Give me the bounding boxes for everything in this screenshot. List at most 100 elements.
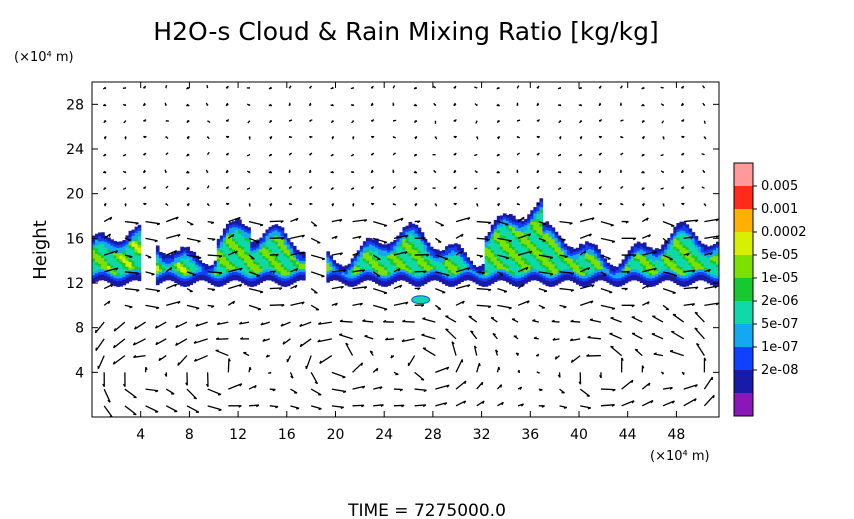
cloud-cell	[429, 249, 434, 253]
cloud-cell	[381, 258, 385, 262]
wind-vector-head	[321, 275, 325, 278]
cloud-cell	[262, 238, 267, 243]
cloud-cell	[286, 280, 291, 284]
cloud-cell	[414, 224, 419, 229]
cloud-cell	[244, 259, 248, 263]
wind-vector-head	[216, 322, 220, 325]
cloud-cell	[137, 277, 142, 282]
wind-vector-head	[205, 169, 209, 173]
cloud-cell	[524, 230, 528, 234]
cloud-cell	[454, 276, 458, 281]
cloud-cell	[670, 238, 674, 243]
cloud-cell	[131, 246, 136, 250]
cloud-cell	[703, 275, 708, 279]
wind-vector-head	[422, 237, 426, 240]
cloud-cell	[481, 280, 486, 285]
wind-vector-head	[660, 86, 664, 89]
wind-vector-head	[109, 216, 113, 221]
cloud-cell	[408, 224, 413, 229]
wind-vector-head	[708, 268, 711, 273]
cloud-cell	[95, 261, 99, 266]
cloud-cell	[508, 219, 513, 223]
cloud-cell	[393, 251, 397, 255]
cloud-cell	[289, 261, 294, 266]
cloud-cell	[262, 272, 267, 276]
cloud-cell	[557, 263, 562, 267]
cloud-cell	[280, 277, 285, 281]
cloud-cell	[131, 277, 136, 281]
wind-vector-head	[611, 307, 616, 310]
cloud-cell	[162, 255, 166, 260]
cloud-cell	[606, 265, 611, 269]
cloud-cell	[232, 229, 236, 233]
cloud-cell	[235, 218, 239, 222]
cloud-cell	[387, 257, 391, 261]
cloud-cell	[515, 222, 519, 226]
wind-vector-head	[467, 284, 471, 288]
cloud-cell	[472, 276, 477, 280]
cloud-cell	[448, 255, 452, 259]
cloud-cell	[399, 232, 404, 236]
colorbar-swatch	[734, 301, 753, 325]
wind-vector	[145, 220, 160, 225]
cloud-cell	[384, 283, 388, 287]
cloud-cell	[113, 254, 117, 259]
cloud-cell	[679, 274, 684, 279]
cloud-cell	[673, 276, 677, 281]
cloud-cell	[664, 268, 668, 273]
wind-vector	[248, 237, 260, 243]
cloud-cell	[171, 269, 175, 273]
cloud-cell	[228, 272, 233, 276]
cloud-cell	[423, 250, 428, 254]
wind-vector-head	[421, 333, 425, 336]
wind-vector-head	[551, 319, 555, 323]
cloud-cell	[225, 237, 230, 242]
cloud-cell	[119, 260, 124, 265]
cloud-cell	[542, 278, 547, 282]
wind-vector	[662, 386, 673, 390]
cloud-cell	[539, 217, 544, 222]
wind-vector-head	[686, 253, 690, 257]
cloud-cell	[359, 248, 364, 252]
cloud-cell	[432, 271, 437, 275]
cloud-cell	[655, 273, 659, 277]
cloud-cell	[512, 254, 516, 259]
wind-vector	[517, 250, 533, 256]
cloud-cell	[642, 250, 647, 255]
cloud-cell	[658, 265, 662, 270]
cloud-cell	[658, 263, 662, 267]
wind-vector-head	[362, 319, 366, 322]
cloud-cell	[508, 247, 513, 251]
cloud-cell	[238, 272, 242, 276]
cloud-cell	[454, 243, 458, 247]
cloud-cell	[204, 278, 209, 282]
cloud-cell	[137, 275, 142, 279]
cloud-cell	[225, 246, 230, 250]
wind-vector-head	[364, 286, 368, 290]
cloud-cell	[98, 232, 102, 236]
cloud-cell	[478, 276, 483, 281]
cloud-cell	[438, 267, 443, 272]
cloud-cell	[125, 271, 130, 276]
cloud-cell	[137, 235, 142, 240]
cloud-cell	[438, 273, 443, 277]
cloud-cell	[484, 249, 489, 254]
wind-vector-head	[650, 400, 654, 404]
cloud-cell	[292, 262, 297, 267]
cloud-cell	[95, 233, 99, 238]
cloud-cell	[542, 258, 547, 263]
wind-vector-head	[492, 332, 496, 336]
cloud-cell	[241, 249, 245, 253]
cloud-cell	[515, 280, 519, 285]
cloud-cell	[490, 230, 495, 234]
cloud-cell	[253, 243, 257, 248]
cloud-cell	[378, 276, 382, 281]
cloud-cell	[551, 277, 556, 282]
cloud-cell	[110, 261, 114, 266]
cloud-cell	[560, 253, 565, 257]
cloud-cell	[703, 272, 708, 276]
cloud-cell	[253, 241, 257, 245]
cloud-cell	[101, 265, 105, 270]
cloud-cell	[597, 251, 601, 256]
wind-vector	[269, 253, 279, 256]
